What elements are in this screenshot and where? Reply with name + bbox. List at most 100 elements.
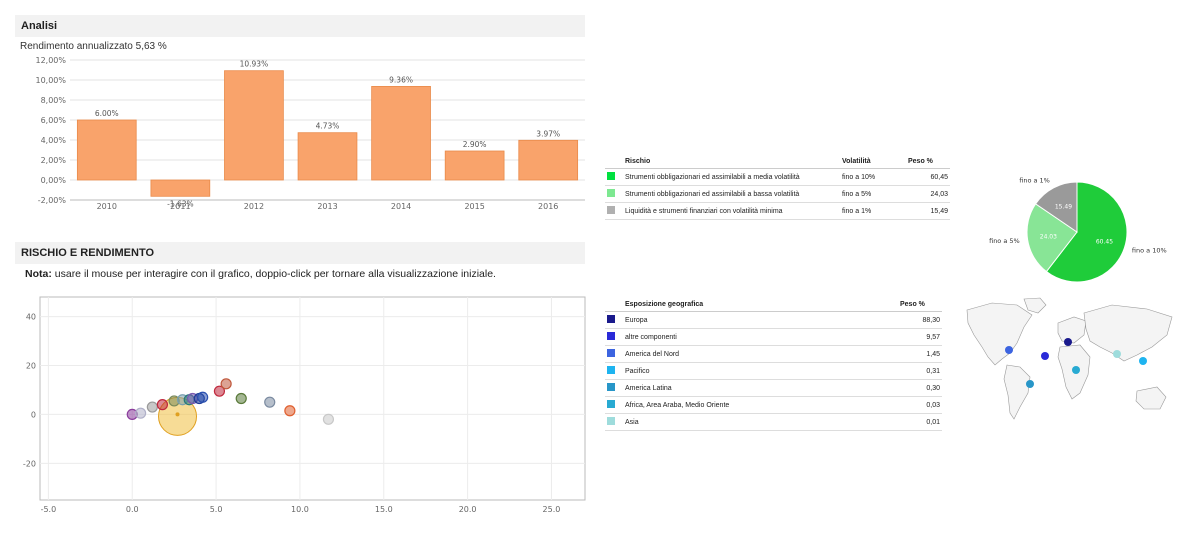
risk-volatility: fino a 5% bbox=[840, 185, 906, 203]
geo-region-name: altre componenti bbox=[623, 328, 898, 346]
geo-table-row: Pacifico 0,31 bbox=[605, 362, 942, 380]
bar-2010[interactable] bbox=[76, 119, 137, 181]
geo-region-name: America del Nord bbox=[623, 345, 898, 363]
analisi-header: Analisi bbox=[15, 15, 585, 37]
bar-value-label: -1.63% bbox=[167, 199, 194, 208]
pie-slice[interactable] bbox=[1045, 181, 1128, 283]
x-category-label: 2011 bbox=[170, 202, 190, 211]
risk-return-header: RISCHIO E RENDIMENTO bbox=[15, 242, 585, 264]
geo-region-name: America Latina bbox=[623, 379, 898, 397]
geo-color-swatch bbox=[607, 332, 615, 340]
bar-2013[interactable] bbox=[297, 132, 358, 181]
map-marker-other bbox=[1041, 352, 1049, 360]
scatter-point[interactable] bbox=[156, 399, 169, 411]
europe-shape bbox=[1057, 316, 1087, 344]
y-tick-label: 6,00% bbox=[41, 116, 67, 125]
risk-return-scatter-chart[interactable]: -5.0 0.0 5.0 10.0 15.0 20.0 25.0 40 20 0 -20 bbox=[15, 292, 590, 517]
risk-color-swatch bbox=[607, 189, 615, 197]
bar-2016[interactable] bbox=[518, 139, 579, 181]
map-marker-europe bbox=[1064, 338, 1072, 346]
geo-table-row: Asia 0,01 bbox=[605, 413, 942, 431]
y-tick-label: 10,00% bbox=[35, 76, 66, 85]
x-category-label: 2014 bbox=[391, 202, 411, 211]
scatter-point[interactable] bbox=[135, 407, 147, 419]
risk-color-swatch bbox=[607, 172, 615, 180]
x-tick-label: 10.0 bbox=[291, 505, 309, 514]
risk-table-row: Strumenti obbligazionari ed assimilabili… bbox=[605, 168, 950, 186]
pie-value-label: 60.45 bbox=[1096, 238, 1113, 245]
geo-weight: 0,03 bbox=[898, 396, 942, 414]
geo-weight: 1,45 bbox=[898, 345, 942, 363]
x-category-label: 2012 bbox=[244, 202, 264, 211]
risk-return-title: RISCHIO E RENDIMENTO bbox=[21, 247, 155, 259]
x-tick-label: 25.0 bbox=[543, 505, 561, 514]
risk-class-pie-chart: 60.45 fino a 10% 24.03 fino a 5% 15.49 fino a… bbox=[989, 177, 1167, 283]
y-tick-label: -2,00% bbox=[38, 196, 67, 205]
bar-value-label: 9.36% bbox=[389, 75, 413, 84]
map-marker-latin-america bbox=[1026, 380, 1034, 388]
geo-region-name: Europa bbox=[623, 311, 898, 329]
risk-name: Strumenti obbligazionari ed assimilabili… bbox=[623, 185, 840, 203]
x-tick-label: -5.0 bbox=[41, 505, 57, 514]
bar-2015[interactable] bbox=[444, 150, 505, 181]
plot-area bbox=[39, 296, 586, 501]
geo-weight: 9,57 bbox=[898, 328, 942, 346]
geo-region-name: Africa, Area Araba, Medio Oriente bbox=[623, 396, 898, 414]
bar-value-label: 4.73% bbox=[316, 122, 340, 131]
note-text: usare il mouse per interagire con il gra… bbox=[51, 268, 496, 280]
asia-shape bbox=[1083, 304, 1173, 362]
y-tick-label: 40 bbox=[26, 313, 36, 322]
geo-weight: 0,30 bbox=[898, 379, 942, 397]
south-america-shape bbox=[1003, 364, 1031, 420]
map-marker-asia bbox=[1113, 350, 1121, 358]
bar-2014[interactable] bbox=[371, 86, 431, 181]
note-label: Nota: bbox=[25, 268, 52, 280]
map-marker-north-america bbox=[1005, 346, 1013, 354]
x-category-label: 2015 bbox=[464, 202, 484, 211]
y-tick-label: 2,00% bbox=[41, 156, 67, 165]
pie-value-label: 15.49 bbox=[1055, 203, 1072, 210]
risk-weight: 15,49 bbox=[906, 202, 950, 220]
pie-slice[interactable] bbox=[1026, 203, 1078, 273]
risk-name: Strumenti obbligazionari ed assimilabili… bbox=[623, 168, 840, 186]
x-category-label: 2016 bbox=[538, 202, 558, 211]
risk-color-swatch bbox=[607, 206, 615, 214]
x-category-label: 2013 bbox=[317, 202, 337, 211]
pie-category-label: fino a 10% bbox=[1132, 247, 1167, 255]
risk-table-row: Liquidità e strumenti finanziari con vol… bbox=[605, 202, 950, 220]
scatter-point[interactable] bbox=[284, 405, 296, 417]
geo-color-swatch bbox=[607, 400, 615, 408]
geo-region-name: Pacifico bbox=[623, 362, 898, 380]
scatter-point[interactable] bbox=[146, 401, 158, 413]
map-marker-pacific bbox=[1139, 357, 1147, 365]
risk-table: Rischio Volatilità Peso % Strumenti obbl… bbox=[605, 155, 950, 220]
pie-slice[interactable] bbox=[1034, 181, 1078, 233]
bar-value-label: 3.97% bbox=[536, 129, 560, 138]
scatter-point[interactable] bbox=[197, 391, 209, 403]
scatter-point[interactable] bbox=[235, 392, 247, 405]
geo-table-row: Africa, Area Araba, Medio Oriente 0,03 bbox=[605, 396, 942, 414]
scatter-point[interactable] bbox=[213, 385, 226, 397]
x-tick-label: 0.0 bbox=[126, 505, 139, 514]
y-tick-label: 0 bbox=[31, 410, 36, 419]
bar-2011[interactable] bbox=[150, 179, 211, 197]
scatter-point[interactable] bbox=[264, 396, 276, 408]
y-tick-label: 20 bbox=[26, 361, 36, 370]
risk-volatility: fino a 1% bbox=[840, 202, 906, 220]
geo-weight: 0,31 bbox=[898, 362, 942, 380]
pie-category-label: fino a 1% bbox=[1019, 177, 1050, 185]
risk-name: Liquidità e strumenti finanziari con vol… bbox=[623, 202, 840, 220]
geo-col-header: Esposizione geografica bbox=[623, 298, 898, 312]
bar-value-label: 10.93% bbox=[240, 60, 269, 69]
geo-table: Esposizione geografica Peso % Europa 88,3… bbox=[605, 298, 942, 431]
scatter-point[interactable] bbox=[322, 413, 335, 425]
geo-color-swatch bbox=[607, 366, 615, 374]
geo-table-row: America Latina 0,30 bbox=[605, 379, 942, 397]
geo-table-row: Europa 88,30 bbox=[605, 311, 942, 329]
risk-table-container: Rischio Volatilità Peso % Strumenti obbl… bbox=[605, 155, 950, 220]
analisi-title: Analisi bbox=[21, 20, 58, 32]
geo-color-swatch bbox=[607, 315, 615, 323]
scatter-point[interactable] bbox=[220, 378, 232, 390]
bar-2012[interactable] bbox=[224, 70, 284, 181]
pie-category-label: fino a 5% bbox=[989, 237, 1020, 245]
